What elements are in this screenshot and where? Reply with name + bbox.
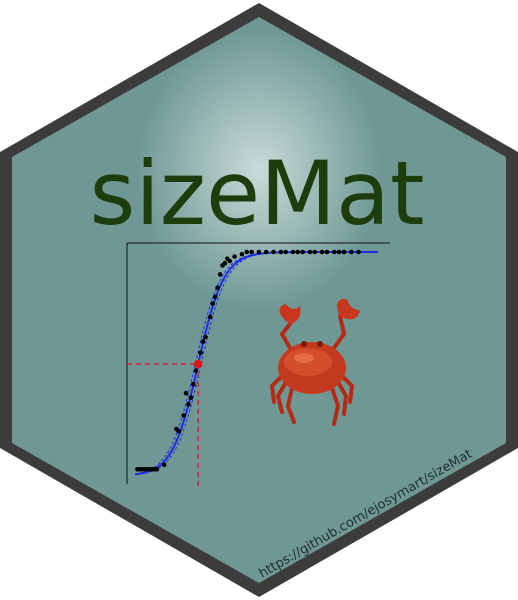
data-point bbox=[239, 251, 245, 257]
data-point bbox=[212, 294, 218, 300]
data-point bbox=[203, 334, 208, 340]
data-point bbox=[283, 249, 289, 255]
data-point bbox=[324, 249, 330, 255]
data-point bbox=[278, 249, 284, 255]
data-point bbox=[154, 467, 160, 472]
crab-icon bbox=[269, 298, 360, 426]
data-point bbox=[290, 249, 296, 255]
data-point bbox=[332, 249, 337, 255]
data-point bbox=[191, 381, 196, 387]
data-point bbox=[312, 249, 318, 255]
data-point bbox=[176, 428, 181, 434]
data-point bbox=[188, 395, 194, 400]
data-point bbox=[271, 249, 276, 255]
data-point bbox=[349, 249, 354, 255]
data-point bbox=[198, 350, 203, 356]
data-point bbox=[295, 249, 301, 255]
hex-background bbox=[12, 17, 506, 583]
data-point bbox=[256, 249, 262, 255]
confidence-lower-curve bbox=[134, 251, 378, 476]
data-point bbox=[210, 301, 216, 306]
logo-title: sizeMat bbox=[90, 142, 425, 245]
data-point bbox=[341, 249, 347, 255]
data-point bbox=[215, 285, 220, 291]
data-point bbox=[232, 254, 237, 259]
data-point bbox=[244, 249, 250, 255]
l50-marker-point bbox=[193, 359, 203, 369]
data-point bbox=[200, 339, 206, 344]
data-point bbox=[300, 249, 306, 255]
data-point bbox=[336, 249, 342, 255]
data-point bbox=[161, 462, 167, 468]
maturity-chart bbox=[126, 242, 390, 486]
data-point bbox=[263, 249, 269, 255]
data-point bbox=[208, 314, 213, 320]
data-point bbox=[249, 249, 254, 255]
data-point bbox=[193, 368, 199, 374]
data-point bbox=[319, 249, 325, 255]
data-point bbox=[181, 413, 186, 418]
data-point bbox=[227, 258, 233, 264]
data-point bbox=[183, 390, 189, 396]
data-point bbox=[186, 402, 191, 407]
data-point bbox=[307, 249, 313, 255]
chart-marks bbox=[127, 249, 378, 486]
data-point bbox=[356, 249, 361, 255]
data-point bbox=[222, 260, 228, 266]
data-point bbox=[217, 272, 223, 277]
